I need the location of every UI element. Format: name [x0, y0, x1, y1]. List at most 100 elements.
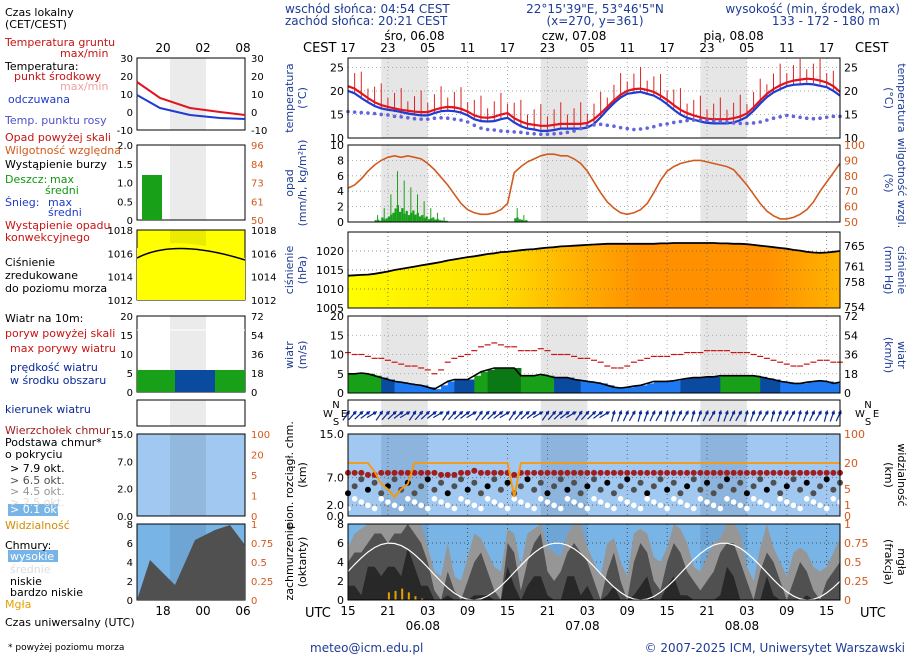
- tick-label: 10: [330, 139, 344, 152]
- compass-letter: W: [323, 409, 333, 420]
- wind-speed-bar: [660, 381, 668, 393]
- cloud-base-dot: [424, 476, 431, 483]
- hour-top-label: 17: [340, 41, 355, 55]
- wind-speed-bar: [434, 389, 442, 393]
- mini-tick-label: 7.0: [117, 457, 133, 468]
- legend-item: Mgła: [5, 598, 31, 611]
- cloud-top-dot: [451, 471, 458, 478]
- axis-title: (mm Hg): [882, 246, 895, 295]
- cloud-top-dot: [830, 469, 837, 476]
- legend-mini-panels: 3020100-103020100-102.01.51.00.509684736…: [108, 41, 277, 618]
- cloud-base-dot-light: [511, 496, 518, 502]
- mini-wind-band: [175, 370, 215, 392]
- hour-bottom-label: 21: [380, 604, 395, 618]
- wind-speed-bar: [500, 367, 509, 393]
- cloud-base-dot-light: [378, 496, 385, 502]
- cloud-base-dot-light: [797, 505, 803, 512]
- wind-direction-dot: [618, 411, 623, 415]
- wind-speed-bar: [407, 383, 415, 393]
- wind-speed-bar: [766, 378, 775, 393]
- cest-right-label: CEST: [855, 41, 889, 56]
- cloud-base-dot: [730, 486, 737, 493]
- cloud-base-dot: [650, 483, 657, 490]
- mini-tick-label: 2: [127, 577, 133, 588]
- cloud-base-dot-light: [690, 505, 697, 512]
- cloud-top-dot: [664, 469, 671, 476]
- cloud-top-dot: [398, 469, 405, 476]
- wind-direction-dot: [426, 411, 430, 415]
- axis-title: wilgotność wzgl.: [895, 138, 908, 228]
- night-band: [540, 145, 588, 222]
- legend-item: zredukowane: [5, 269, 78, 282]
- cloud-base-dot: [684, 483, 691, 490]
- cloud-base-dot-light: [651, 499, 657, 505]
- rain-bar: [520, 219, 524, 222]
- wind-speed-bar: [480, 371, 489, 393]
- tick-label: 0: [337, 387, 344, 400]
- hour-bottom-label: 09: [460, 604, 475, 618]
- legend-item: Temp. punktu rosy: [4, 114, 107, 127]
- cloud-base-dot-light: [830, 496, 837, 502]
- axis-title: temperatura: [283, 63, 296, 132]
- dew-point-dot: [758, 120, 763, 124]
- dew-point-dot: [479, 126, 483, 130]
- wind-direction-dot: [505, 411, 510, 415]
- cloud-top-dot: [491, 469, 498, 476]
- axis-title: (°C): [882, 87, 895, 109]
- dew-point-dot: [519, 130, 523, 135]
- cloud-top-dot: [730, 469, 737, 476]
- day-label: pią, 08.08: [704, 29, 764, 43]
- cloud-base-dot-light: [644, 496, 650, 502]
- cloud-base-dot: [717, 483, 724, 490]
- cloud-base-dot: [537, 479, 544, 486]
- mini-tick-label: 100: [251, 430, 270, 441]
- night-band: [381, 58, 428, 138]
- cloud-base-dot-light: [365, 502, 371, 509]
- wind-speed-bar: [381, 377, 389, 393]
- cest-left-label: CEST: [303, 41, 337, 56]
- tick-label: 36: [844, 349, 858, 362]
- cloud-base-dot-light: [458, 496, 464, 502]
- dew-point-dot: [824, 115, 829, 120]
- cloud-base-dot: [544, 490, 551, 497]
- dew-point-dot: [778, 115, 782, 119]
- cloud-base-dot-light: [544, 499, 551, 505]
- cloud-top-dot: [770, 469, 777, 476]
- day-labels-bottom: 06.08 07.08 08.08: [406, 619, 759, 633]
- fog-bar: [414, 596, 417, 600]
- mini-tick-label: 54: [251, 331, 264, 342]
- dew-point-dot: [831, 114, 836, 119]
- cloud-top-dot: [571, 469, 578, 476]
- dew-point-dot: [658, 123, 663, 127]
- axis-title: zachmurzenie: [283, 523, 296, 600]
- axis-title: pion. rozciągł. chm.: [283, 421, 296, 529]
- hour-bottom-label: 21: [540, 604, 555, 618]
- mini-tick-label: 0: [127, 388, 133, 399]
- tick-label: 1005: [316, 302, 344, 315]
- mini-tick-label: 0.75: [251, 539, 273, 550]
- cloud-top-dot: [444, 471, 451, 478]
- tick-label: 1: [844, 499, 851, 512]
- legend-item: > 0.1 okt.: [10, 503, 65, 516]
- tick-label: 0: [337, 594, 344, 607]
- tick-label: 20: [844, 457, 858, 470]
- dew-point-dot: [578, 126, 583, 131]
- legend-swatch: [8, 504, 58, 516]
- wind-direction-dot: [778, 411, 782, 415]
- wind-speed-bar: [587, 381, 595, 393]
- dew-point-dot: [818, 116, 822, 121]
- cloud-base-dot-light: [424, 505, 431, 512]
- hour-top-label: 23: [380, 41, 395, 55]
- wind-direction-dot: [459, 411, 463, 415]
- legend-item: odczuwana: [8, 93, 70, 106]
- cloud-base-dot: [604, 479, 611, 486]
- mini-tick-label: 0.0: [117, 512, 133, 523]
- mini-rain-bars: [142, 175, 162, 220]
- footer-email[interactable]: meteo@icm.edu.pl: [310, 641, 423, 655]
- legend-item: konwekcyjnego: [5, 231, 90, 244]
- rain-bar: [379, 220, 382, 222]
- wind-direction-dot: [532, 411, 536, 415]
- cloud-base-dot-light: [664, 505, 670, 512]
- mini-tick-label: 96: [251, 141, 264, 152]
- wind-direction-dot: [499, 411, 503, 415]
